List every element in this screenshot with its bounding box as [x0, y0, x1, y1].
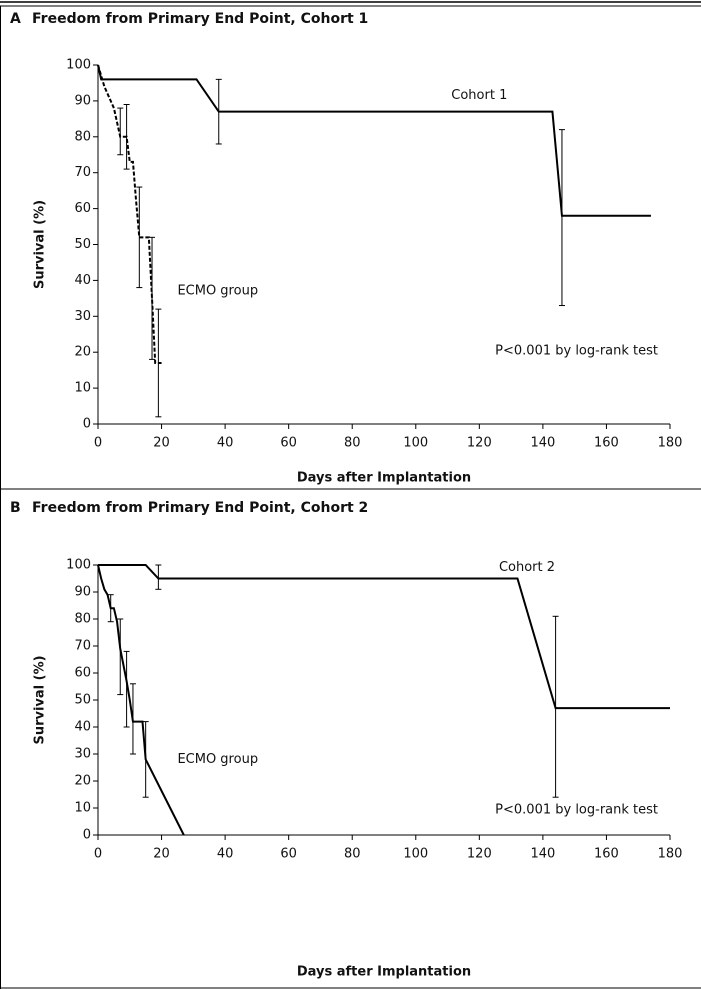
- x-tick-label: 160: [594, 847, 619, 862]
- annotation: P<0.001 by log-rank test: [495, 344, 658, 359]
- y-tick-label: 20: [74, 345, 91, 360]
- x-axis-label: Days after Implantation: [297, 965, 471, 980]
- x-tick-label: 80: [344, 436, 361, 451]
- y-tick-label: 40: [74, 273, 91, 288]
- series-label: Cohort 1: [451, 88, 507, 103]
- x-tick-label: 40: [217, 847, 234, 862]
- y-axis-label: Survival (%): [33, 655, 48, 744]
- y-tick-label: 0: [83, 828, 91, 843]
- y-tick-label: 60: [74, 666, 91, 681]
- series-label: ECMO group: [177, 284, 258, 299]
- x-tick-label: 140: [530, 847, 555, 862]
- y-tick-label: 0: [83, 417, 91, 432]
- y-tick-label: 100: [66, 558, 91, 573]
- x-tick-label: 160: [594, 436, 619, 451]
- x-tick-label: 140: [530, 436, 555, 451]
- y-tick-label: 80: [74, 612, 91, 627]
- y-tick-label: 50: [74, 237, 91, 252]
- x-tick-label: 120: [467, 847, 492, 862]
- x-tick-label: 100: [403, 847, 428, 862]
- y-tick-label: 100: [66, 58, 91, 73]
- x-tick-label: 0: [94, 436, 102, 451]
- annotation: P<0.001 by log-rank test: [495, 803, 658, 818]
- y-tick-label: 60: [74, 201, 91, 216]
- y-tick-label: 90: [74, 585, 91, 600]
- y-tick-label: 70: [74, 639, 91, 654]
- x-tick-label: 60: [280, 847, 297, 862]
- x-tick-label: 80: [344, 847, 361, 862]
- x-tick-label: 20: [153, 436, 170, 451]
- survival-line: [98, 564, 670, 710]
- y-tick-label: 70: [74, 165, 91, 180]
- y-tick-label: 30: [74, 747, 91, 762]
- y-tick-label: 10: [74, 381, 91, 396]
- x-tick-label: 20: [153, 847, 170, 862]
- y-tick-label: 90: [74, 93, 91, 108]
- x-tick-label: 180: [658, 436, 683, 451]
- series-label: Cohort 2: [499, 560, 555, 575]
- y-axis-label: Survival (%): [33, 200, 48, 289]
- survival-line: [97, 64, 162, 364]
- panel-label: A: [10, 11, 21, 27]
- x-tick-label: 0: [94, 847, 102, 862]
- survival-line: [97, 64, 651, 217]
- y-tick-label: 20: [74, 774, 91, 789]
- series-label: ECMO group: [177, 752, 258, 767]
- y-tick-label: 50: [74, 693, 91, 708]
- x-axis-label: Days after Implantation: [297, 471, 471, 486]
- x-tick-label: 60: [280, 436, 297, 451]
- x-tick-label: 100: [403, 436, 428, 451]
- x-tick-label: 40: [217, 436, 234, 451]
- panel-title: Freedom from Primary End Point, Cohort 2: [32, 500, 368, 516]
- x-tick-label: 120: [467, 436, 492, 451]
- x-tick-label: 180: [658, 847, 683, 862]
- panel-label: B: [10, 500, 21, 516]
- y-tick-label: 30: [74, 309, 91, 324]
- y-tick-label: 40: [74, 720, 91, 735]
- panel-title: Freedom from Primary End Point, Cohort 1: [32, 11, 368, 27]
- y-tick-label: 10: [74, 801, 91, 816]
- y-tick-label: 80: [74, 129, 91, 144]
